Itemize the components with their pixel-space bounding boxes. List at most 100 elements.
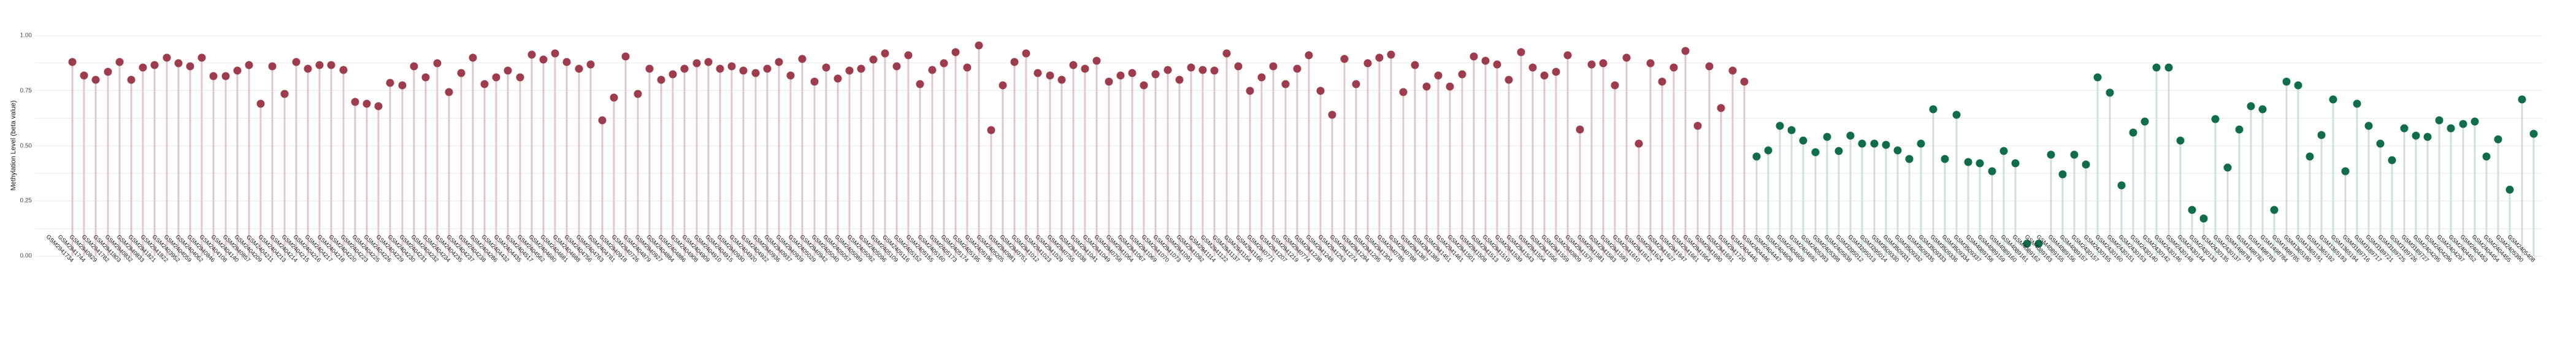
lollipop-stem xyxy=(1296,68,1298,256)
lollipop-stem xyxy=(94,79,97,256)
lollipop-stem xyxy=(1213,71,1216,256)
lollipop-dot xyxy=(1046,71,1054,80)
lollipop-stem xyxy=(354,101,356,256)
lollipop-stem xyxy=(1602,63,1604,256)
lollipop-stem xyxy=(342,69,345,256)
lollipop-stem xyxy=(1614,85,1616,256)
lollipop-stem xyxy=(330,65,332,256)
lollipop-stem xyxy=(966,68,968,256)
lollipop-stem xyxy=(1932,109,1934,256)
lollipop-stem xyxy=(483,83,486,256)
lollipop-stem xyxy=(766,68,769,256)
lollipop-dot xyxy=(1669,63,1678,72)
lollipop-dot xyxy=(951,48,960,56)
lollipop-dot xyxy=(469,53,477,62)
lollipop-stem xyxy=(1802,140,1804,256)
lollipop-dot xyxy=(940,59,948,68)
lollipop-dot xyxy=(775,58,783,66)
lollipop-stem xyxy=(1002,85,1004,256)
y-tick-label: 0.25 xyxy=(20,197,32,204)
lollipop-dot xyxy=(433,59,442,68)
lollipop-stem xyxy=(2497,139,2499,256)
lollipop-stem xyxy=(142,68,144,256)
lollipop-dot xyxy=(2093,73,2102,82)
lollipop-stem xyxy=(2332,99,2334,256)
lollipop-dot xyxy=(80,71,88,80)
lollipop-dot xyxy=(197,53,206,62)
lollipop-stem xyxy=(130,79,132,256)
lollipop-dot xyxy=(786,71,795,80)
lollipop-dot xyxy=(881,49,889,58)
lollipop-dot xyxy=(304,64,312,73)
lollipop-dot xyxy=(2164,63,2173,72)
lollipop-dot xyxy=(1352,80,1360,88)
lollipop-stem xyxy=(2415,136,2417,256)
lollipop-dot xyxy=(1163,66,1172,74)
lollipop-stem xyxy=(1944,159,1946,256)
lollipop-stem xyxy=(1225,53,1228,256)
lollipop-stem xyxy=(601,120,604,256)
lollipop-stem xyxy=(2391,160,2393,256)
lollipop-dot xyxy=(2364,122,2373,130)
lollipop-stem xyxy=(389,83,391,256)
lollipop-stem xyxy=(1979,163,1981,256)
lollipop-dot xyxy=(1941,155,1949,163)
lollipop-stem xyxy=(1508,79,1510,256)
lollipop-dot xyxy=(2376,139,2385,148)
lollipop-stem xyxy=(1260,77,1263,256)
lollipop-dot xyxy=(1752,152,1761,161)
lollipop-dot xyxy=(1411,61,1419,69)
lollipop-dot xyxy=(2247,102,2255,110)
lollipop-dot xyxy=(551,49,559,58)
lollipop-dot xyxy=(834,74,842,83)
lollipop-stem xyxy=(1402,91,1405,256)
lollipop-stem xyxy=(2426,137,2429,256)
lollipop-dot xyxy=(1776,122,1784,130)
lollipop-dot xyxy=(916,80,924,88)
lollipop-stem xyxy=(1566,55,1569,256)
lollipop-stem xyxy=(2144,122,2146,256)
lollipop-dot xyxy=(174,59,183,68)
lollipop-dot xyxy=(2011,159,2020,168)
lollipop-dot xyxy=(256,99,265,108)
lollipop-stem xyxy=(177,63,180,256)
lollipop-stem xyxy=(2356,104,2358,256)
lollipop-dot xyxy=(1198,66,1207,74)
lollipop-stem xyxy=(1449,86,1451,256)
lollipop-dot xyxy=(2106,88,2114,97)
lollipop-dot xyxy=(1187,63,1195,72)
lollipop-dot xyxy=(139,63,147,72)
lollipop-dot xyxy=(1105,77,1113,86)
lollipop-stem xyxy=(413,66,415,256)
lollipop-dot xyxy=(1363,59,1372,68)
lollipop-stem xyxy=(1661,82,1663,256)
lollipop-stem xyxy=(1308,55,1310,256)
lollipop-dot xyxy=(374,102,383,110)
lollipop-dot xyxy=(539,55,548,64)
lollipop-dot xyxy=(1175,75,1184,84)
lollipop-dot xyxy=(2412,131,2420,140)
lollipop-stem xyxy=(2450,128,2452,256)
lollipop-dot xyxy=(822,63,830,72)
lollipop-dot xyxy=(1399,88,1408,96)
lollipop-dot xyxy=(221,72,230,80)
lollipop-stem xyxy=(1249,90,1251,256)
lollipop-dot xyxy=(280,90,289,98)
lollipop-stem xyxy=(1673,68,1675,256)
lollipop-stem xyxy=(1473,56,1475,256)
lollipop-dot xyxy=(2152,63,2161,72)
lollipop-stem xyxy=(531,54,533,256)
lollipop-dot xyxy=(1128,69,1137,77)
gridline xyxy=(35,228,2543,229)
y-tick-label: 0.00 xyxy=(20,252,32,260)
lollipop-stem xyxy=(1037,73,1039,256)
lollipop-dot xyxy=(751,69,760,77)
lollipop-stem xyxy=(1920,143,1922,256)
lollipop-stem xyxy=(448,91,450,256)
lollipop-dot xyxy=(339,66,348,74)
lollipop-stem xyxy=(2096,77,2099,256)
lollipop-dot xyxy=(2341,167,2350,176)
lollipop-stem xyxy=(1390,54,1392,256)
lollipop-dot xyxy=(2270,206,2279,214)
lollipop-dot xyxy=(1234,62,1243,71)
